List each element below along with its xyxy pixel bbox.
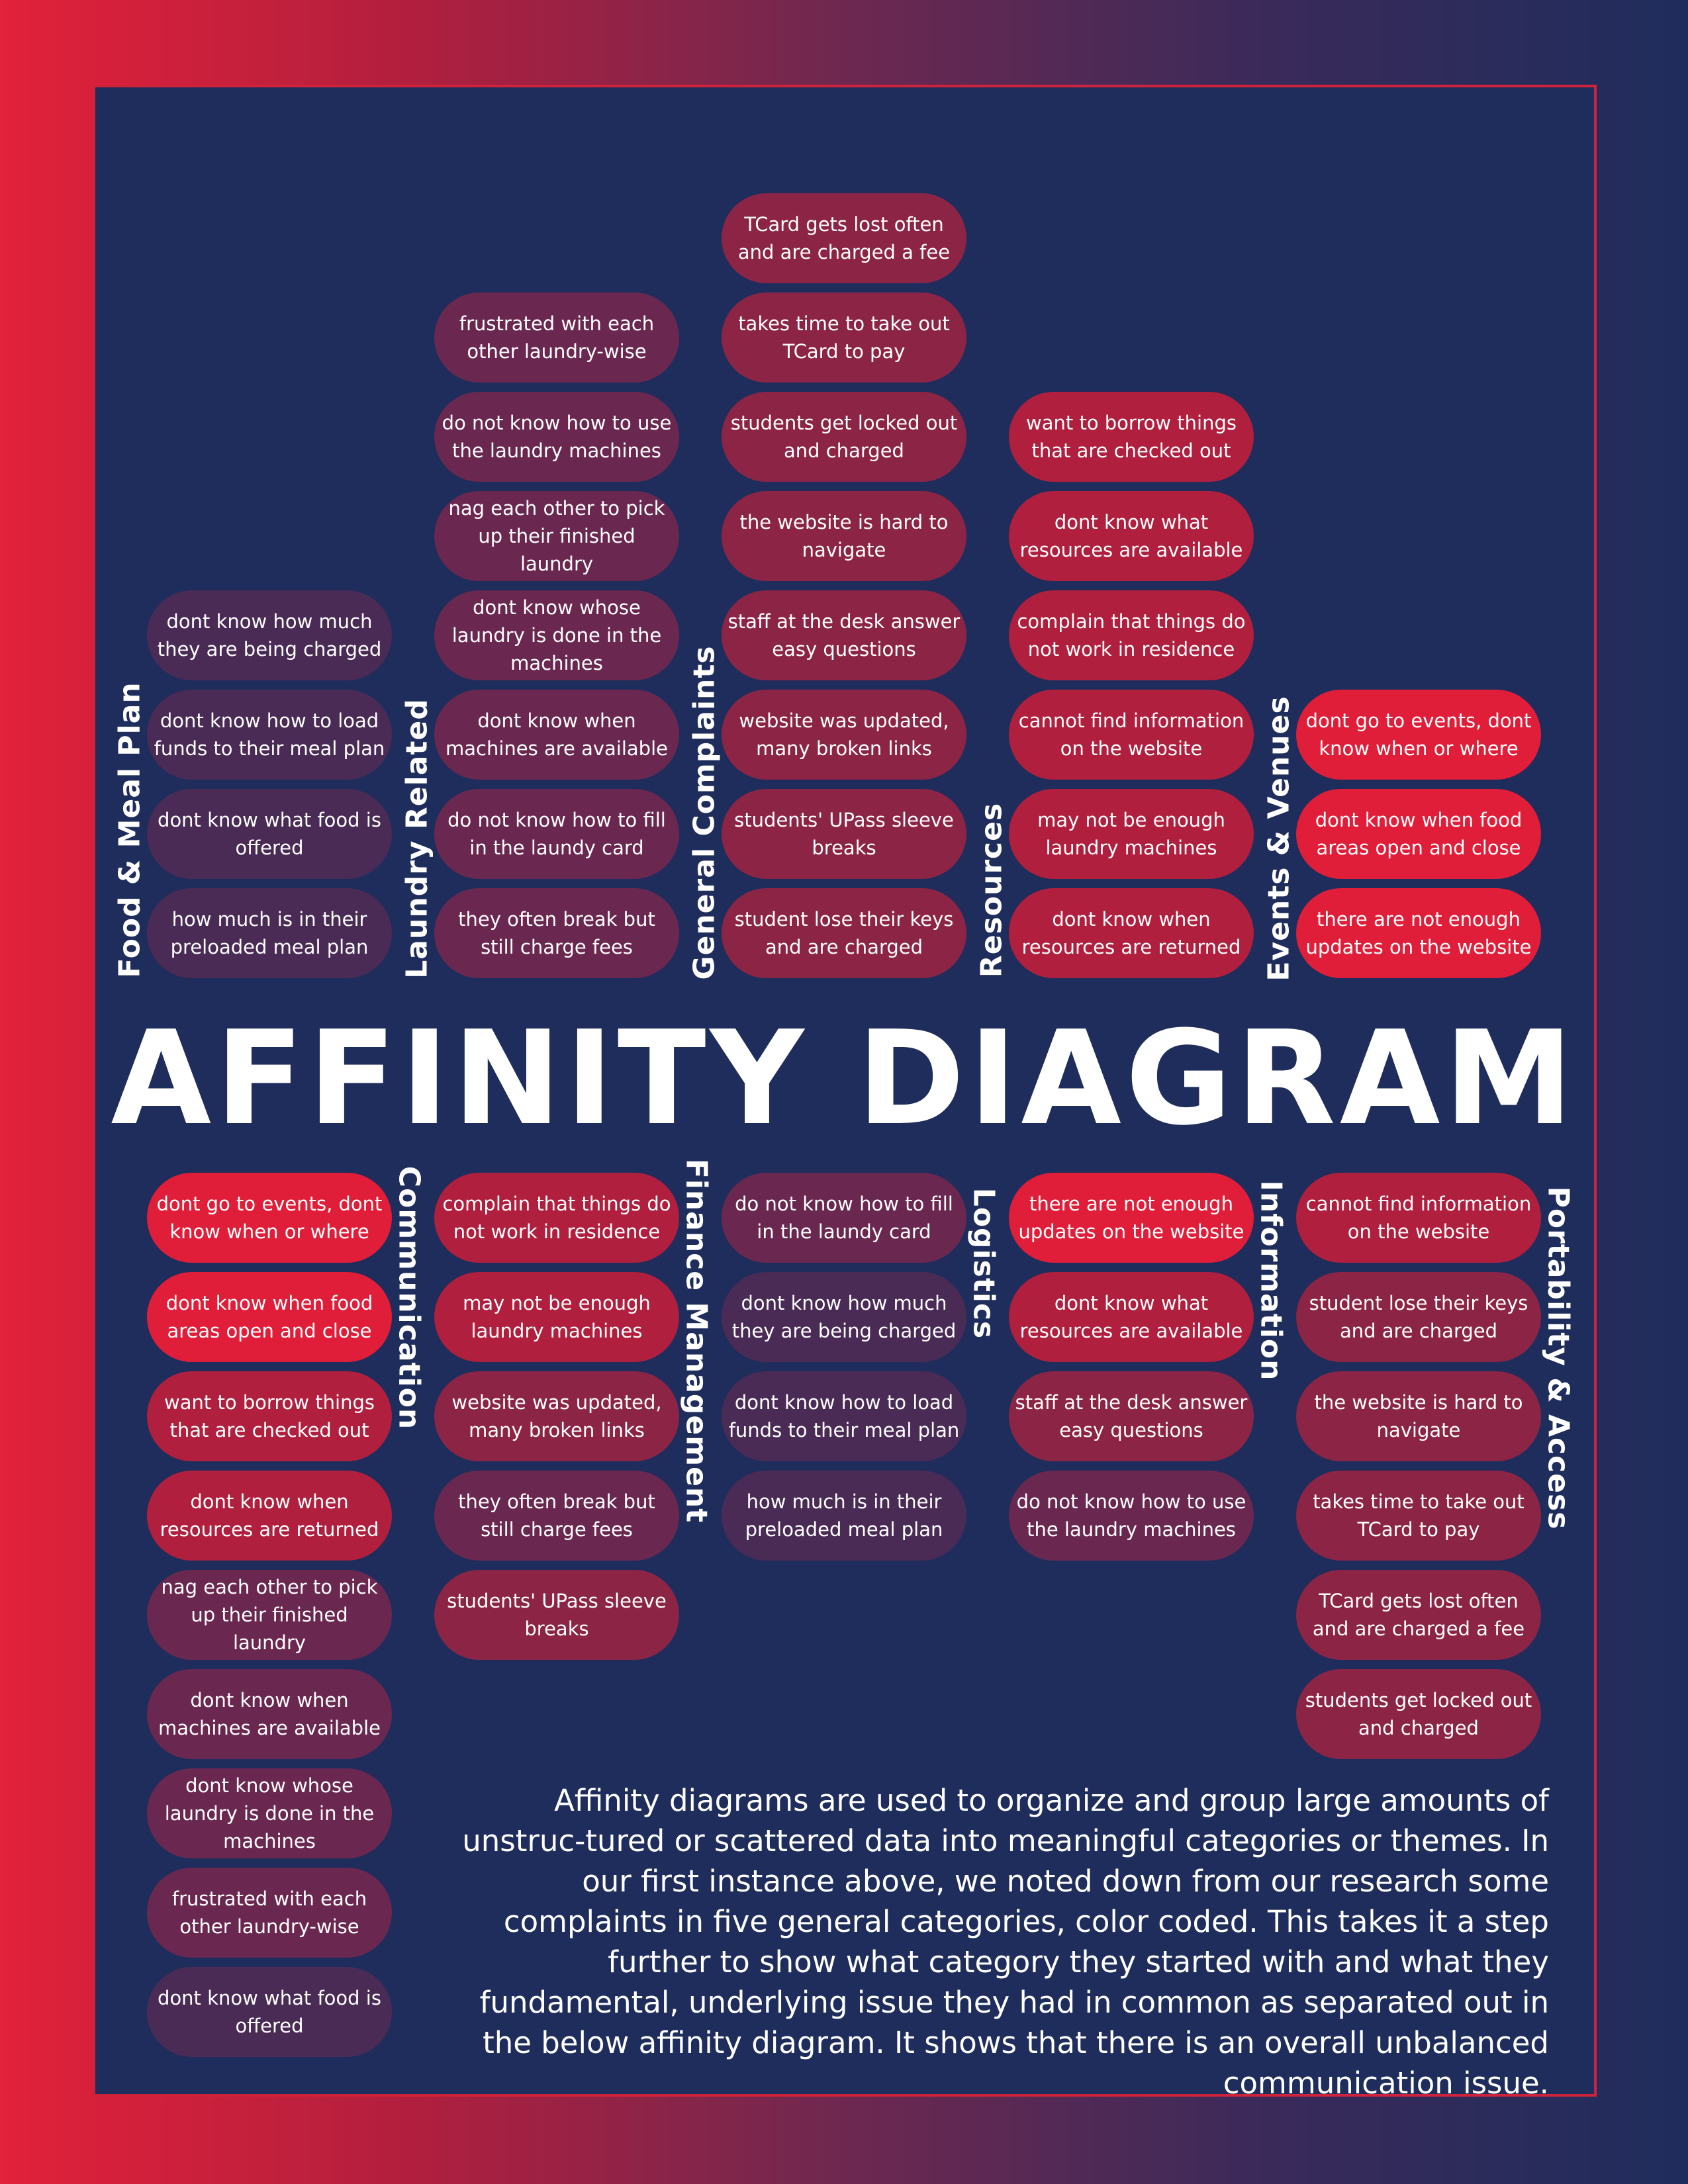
top-note-card: dont know what food is offered [147,789,392,879]
top-note-card: dont know when resources are returned [1009,888,1254,978]
bottom-note-card: the website is hard to navigate [1296,1371,1541,1461]
bottom-note-card: frustrated with each other laundry-wise [147,1868,392,1958]
bottom-note-card: dont know what food is offered [147,1967,392,2057]
top-note-card: frustrated with each other laundry-wise [434,293,679,383]
bottom-note-card: cannot find information on the website [1296,1173,1541,1263]
theme-label: Communication [392,1165,426,1430]
bottom-note-card: want to borrow things that are checked o… [147,1371,392,1461]
bottom-note-card: students' UPass sleeve breaks [434,1570,679,1660]
bottom-note-card: takes time to take out TCard to pay [1296,1471,1541,1561]
diagram-title: AFFINITY DIAGRAM [111,1003,1577,1154]
bottom-note-card: dont know how to load funds to their mea… [722,1371,966,1461]
bottom-note-card: how much is in their preloaded meal plan [722,1471,966,1561]
bottom-note-card: there are not enough updates on the webs… [1009,1173,1254,1263]
bottom-note-card: dont know what resources are available [1009,1272,1254,1362]
top-note-card: students get locked out and charged [722,392,966,482]
top-note-card: student lose their keys and are charged [722,888,966,978]
bottom-note-card: students get locked out and charged [1296,1669,1541,1759]
top-note-card: takes time to take out TCard to pay [722,293,966,383]
bottom-note-card: dont know whose laundry is done in the m… [147,1768,392,1858]
bottom-note-card: student lose their keys and are charged [1296,1272,1541,1362]
theme-label: Portability & Access [1541,1186,1575,1530]
top-note-card: TCard gets lost often and are charged a … [722,193,966,283]
bottom-note-card: they often break but still charge fees [434,1471,679,1561]
top-note-card: dont know how much they are being charge… [147,590,392,680]
category-label: General Complaints [687,645,722,980]
bottom-note-card: do not know how to use the laundry machi… [1009,1471,1254,1561]
top-note-card: how much is in their preloaded meal plan [147,888,392,978]
top-note-card: do not know how to use the laundry machi… [434,392,679,482]
top-note-card: students' UPass sleeve breaks [722,789,966,879]
category-label: Laundry Related [400,698,434,979]
bottom-note-card: TCard gets lost often and are charged a … [1296,1570,1541,1660]
theme-label: Information [1254,1180,1288,1381]
top-note-card: the website is hard to navigate [722,491,966,581]
top-note-card: dont know when food areas open and close [1296,789,1541,879]
top-note-card: staff at the desk answer easy questions [722,590,966,680]
bottom-note-card: may not be enough laundry machines [434,1272,679,1362]
bottom-note-card: dont know when food areas open and close [147,1272,392,1362]
category-label: Resources [974,802,1009,978]
bottom-note-card: dont know when machines are available [147,1669,392,1759]
theme-label: Finance Management [679,1158,714,1524]
top-note-card: may not be enough laundry machines [1009,789,1254,879]
bottom-note-card: do not know how to fill in the laundy ca… [722,1173,966,1263]
bottom-note-card: dont know when resources are returned [147,1471,392,1561]
category-label: Events & Venues [1262,696,1296,981]
category-label: Food & Meal Plan [113,682,147,978]
top-note-card: cannot find information on the website [1009,690,1254,780]
theme-label: Logistics [966,1187,1001,1340]
bottom-note-card: dont know how much they are being charge… [722,1272,966,1362]
top-note-card: there are not enough updates on the webs… [1296,888,1541,978]
top-note-card: do not know how to fill in the laundy ca… [434,789,679,879]
bottom-note-card: website was updated, many broken links [434,1371,679,1461]
bottom-note-card: dont go to events, dont know when or whe… [147,1173,392,1263]
top-note-card: website was updated, many broken links [722,690,966,780]
bottom-note-card: nag each other to pick up their finished… [147,1570,392,1660]
bottom-note-card: staff at the desk answer easy questions [1009,1371,1254,1461]
top-note-card: nag each other to pick up their finished… [434,491,679,581]
top-note-card: want to borrow things that are checked o… [1009,392,1254,482]
top-note-card: complain that things do not work in resi… [1009,590,1254,680]
top-note-card: they often break but still charge fees [434,888,679,978]
bottom-note-card: complain that things do not work in resi… [434,1173,679,1263]
top-note-card: dont know what resources are available [1009,491,1254,581]
top-note-card: dont know whose laundry is done in the m… [434,590,679,680]
top-note-card: dont know how to load funds to their mea… [147,690,392,780]
top-note-card: dont know when machines are available [434,690,679,780]
top-note-card: dont go to events, dont know when or whe… [1296,690,1541,780]
description-text: Affinity diagrams are used to organize a… [462,1783,1549,2101]
